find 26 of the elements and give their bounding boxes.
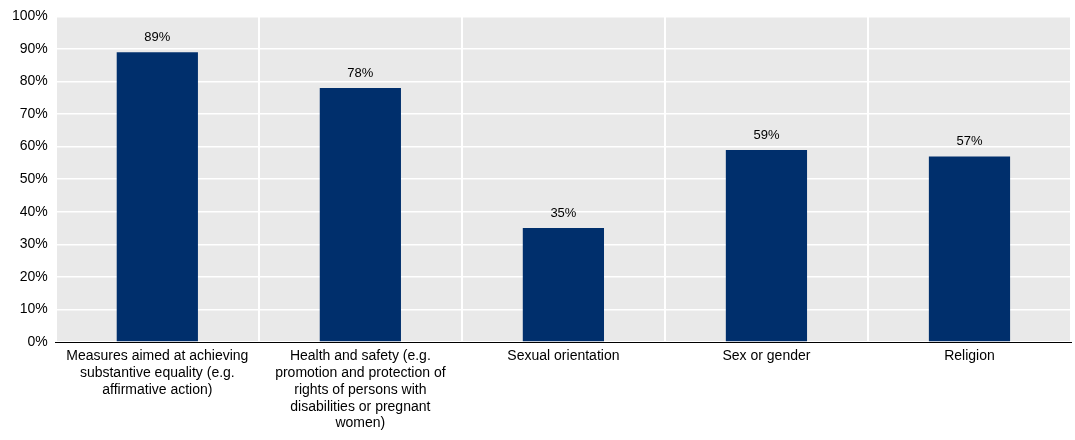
x-tick-label: Sexual orientation [507,347,620,364]
bar [725,149,808,342]
y-tick-label: 30% [19,235,48,252]
bar [319,88,401,342]
x-tick-label: Measures aimed at achieving substantive equality (e.g. affirmative action) [66,347,249,397]
bar [928,156,1011,342]
y-tick-label: 0% [27,332,48,349]
y-tick-label: 60% [19,137,48,154]
y-tick-label: 90% [19,39,48,56]
y-tick-label: 20% [19,267,48,284]
y-tick-label: 50% [19,170,48,187]
data-label: 59% [753,126,780,142]
data-label: 35% [550,205,577,221]
data-label: 78% [347,65,374,81]
data-label: 57% [956,133,983,149]
y-tick-label: 70% [19,104,48,121]
bar [522,228,605,342]
y-tick-label: 10% [19,300,48,317]
data-label: 89% [144,29,171,45]
bar [116,52,198,342]
x-tick-label: Sex or gender [722,347,811,364]
y-tick-label: 80% [19,72,48,89]
x-tick-label: Religion [944,347,995,364]
y-tick-label: 40% [19,202,48,219]
y-tick-label: 100% [11,7,48,24]
x-tick-label: Health and safety (e.g. promotion and protection of rights of persons with disabilities or pregnant women) [275,347,446,431]
